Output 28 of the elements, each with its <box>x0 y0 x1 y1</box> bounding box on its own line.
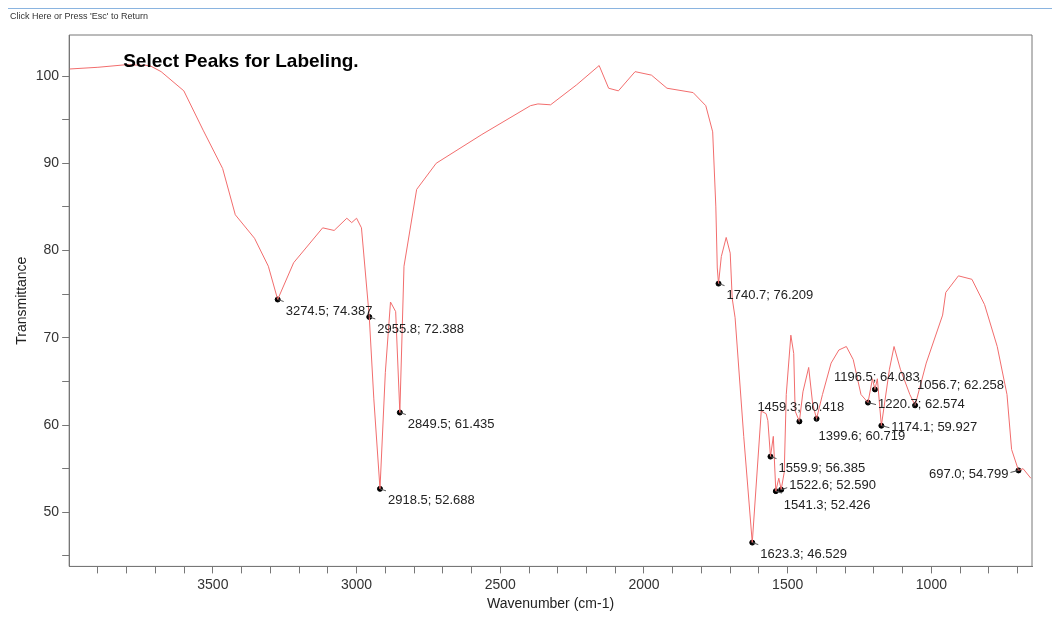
annotation: 1459.3; 60.418 <box>757 398 845 414</box>
annotation: 3274.5; 74.387 <box>285 303 373 319</box>
y-tick-label: 50 <box>43 503 60 520</box>
annotation: 1740.7; 76.209 <box>726 287 814 303</box>
annotation: 697.0; 54.799 <box>928 466 1009 481</box>
annotation: 2918.5; 52.688 <box>388 492 475 508</box>
y-tick-label: 70 <box>43 328 60 345</box>
x-tick-label: 1500 <box>772 575 804 592</box>
x-tick-label: 3000 <box>341 575 373 592</box>
annotation: 2849.5; 61.435 <box>407 416 495 432</box>
annotation: 1623.3; 46.529 <box>760 546 848 562</box>
x-tick-label: 2500 <box>484 575 517 592</box>
x-tick-label: 1000 <box>915 575 948 592</box>
y-tick-label: 60 <box>43 415 60 432</box>
annotation: 1522.6; 52.590 <box>789 477 876 493</box>
x-tick-label: 2000 <box>628 575 660 592</box>
x-axis-title: Wavenumber (cm-1) <box>487 595 615 612</box>
annotation: 1220.7; 62.574 <box>877 396 965 412</box>
x-tick-label: 3500 <box>197 575 229 592</box>
y-tick-label: 100 <box>35 66 60 83</box>
y-axis-title: Transmittance <box>13 256 30 345</box>
y-tick-label: 90 <box>43 154 60 171</box>
text: Click Here or Press 'Esc' to Return <box>9 10 149 23</box>
annotation: 1541.3; 52.426 <box>783 496 871 512</box>
annotation: 2955.8; 72.388 <box>377 320 465 336</box>
annotation: Select Peaks for Labeling. <box>123 50 359 72</box>
y-tick-label: 80 <box>43 241 60 258</box>
annotation: 1559.9; 56.385 <box>778 460 866 476</box>
